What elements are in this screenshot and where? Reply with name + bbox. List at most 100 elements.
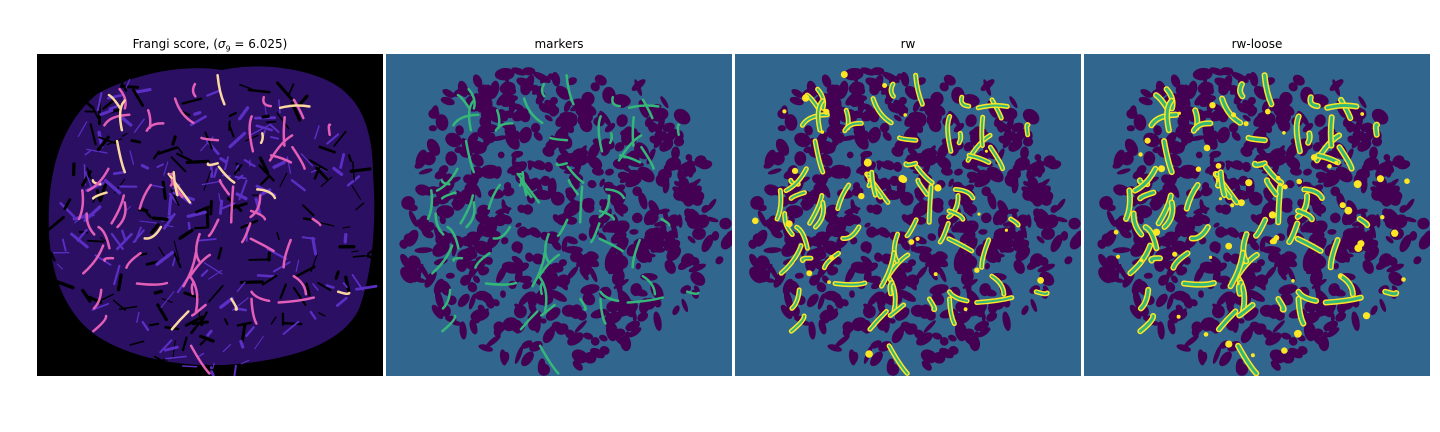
tissue-region [664, 128, 678, 143]
tissue-region [1194, 265, 1205, 283]
frangi-texture [56, 263, 63, 270]
frangi-vessel [91, 191, 108, 200]
tissue-region [617, 171, 631, 181]
vessel [836, 184, 850, 210]
segment-dot [840, 71, 848, 78]
tissue-region [1043, 155, 1056, 168]
tissue-region [866, 204, 875, 213]
tissue-region [854, 318, 868, 332]
segment-dot [1195, 166, 1202, 172]
vessel [823, 252, 840, 269]
tissue-region [1259, 237, 1266, 252]
vessel [1296, 194, 1309, 219]
tissue-region [1250, 214, 1260, 224]
tissue-region [512, 161, 522, 172]
tissue-region [1106, 210, 1116, 227]
tissue-region [1130, 240, 1148, 257]
frangi-texture [170, 156, 187, 173]
frangi-vessel [138, 183, 152, 210]
tissue-region [1225, 160, 1243, 171]
tissue-region [1333, 262, 1339, 270]
tissue-region [612, 93, 631, 107]
tissue-region [435, 114, 449, 131]
frangi-vessel [77, 189, 85, 221]
vessel [948, 297, 956, 325]
tissue-region [516, 262, 529, 273]
segment-dot [1344, 206, 1353, 215]
tissue-region [1045, 214, 1059, 229]
segment-dot [898, 174, 906, 183]
tissue-region [473, 183, 482, 198]
tissue-region [461, 237, 480, 246]
tissue-region [547, 269, 559, 290]
tissue-region [1276, 145, 1285, 156]
segment-dot [1265, 108, 1271, 115]
tissue-region [500, 290, 506, 298]
tissue-region [1011, 122, 1024, 132]
segment-dot [1230, 112, 1237, 118]
tissue-region [566, 77, 578, 86]
vessel [780, 244, 803, 275]
tissue-region [963, 142, 974, 152]
frangi-texture [193, 111, 202, 116]
vessel [990, 275, 1005, 296]
frangi-texture [228, 131, 247, 149]
tissue-region [1213, 222, 1220, 228]
tissue-region [540, 318, 547, 324]
segment-dot [1291, 279, 1295, 283]
tissue-region [912, 200, 931, 217]
vessel [516, 172, 541, 204]
frangi-texture [205, 206, 210, 227]
segment-dot [977, 212, 981, 216]
vessel [989, 146, 1004, 170]
tissue-region [662, 208, 669, 226]
tissue-region [581, 91, 595, 106]
tissue-region [687, 236, 696, 244]
tissue-region [1312, 142, 1323, 152]
vessel [817, 99, 824, 132]
frangi-vessel [249, 209, 267, 221]
tissue-region [963, 203, 978, 215]
tissue-region [931, 292, 945, 306]
tissue-region [784, 290, 793, 310]
frangi-texture [156, 303, 168, 322]
frangi-texture [183, 291, 200, 299]
frangi-vessel [191, 82, 197, 98]
vessel [946, 115, 952, 153]
tissue-region [1215, 204, 1224, 213]
vessel [617, 134, 643, 162]
frangi-texture [352, 254, 366, 258]
frangi-texture [103, 179, 122, 195]
tissue-region [861, 108, 878, 122]
tissue-region [1358, 96, 1367, 109]
frangi-texture [228, 111, 237, 118]
frangi-vessel [173, 97, 195, 125]
tissue-region [1143, 151, 1156, 166]
tissue-region [1012, 165, 1021, 178]
frangi-texture [305, 282, 311, 297]
tissue-region [849, 290, 855, 298]
tissue-region [867, 126, 881, 144]
tissue-region [532, 189, 553, 200]
frangi-vessel [269, 154, 293, 164]
vessel [1254, 218, 1267, 238]
vessel [841, 226, 860, 240]
segment-dot [963, 307, 968, 312]
tissue-region [987, 192, 997, 210]
tissue-region [1005, 117, 1014, 133]
frangi-vessel [282, 115, 286, 147]
tissue-region [445, 151, 458, 166]
panel-title-frangi: Frangi score, (σ9 = 6.025) [37, 37, 383, 53]
vessel [939, 222, 950, 243]
tissue-region [885, 179, 892, 195]
vessel [1276, 297, 1286, 312]
frangi-vessel [115, 139, 127, 174]
frangi-texture [172, 340, 176, 360]
tissue-region [1284, 251, 1297, 260]
frangi-texture [290, 179, 306, 192]
frangi-vessel [188, 253, 212, 279]
tissue-region [426, 138, 441, 156]
tissue-region [1169, 153, 1182, 167]
tissue-region [930, 272, 938, 281]
tissue-region [881, 71, 900, 83]
